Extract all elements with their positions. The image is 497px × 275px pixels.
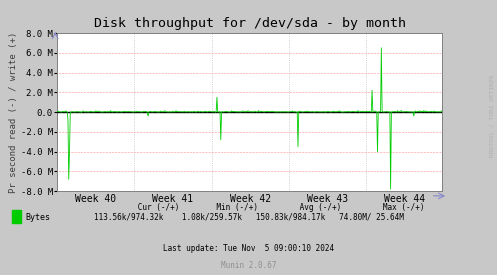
Text: RRDTOOL / TOBI OETIKER: RRDTOOL / TOBI OETIKER (490, 74, 495, 157)
Text: 113.56k/974.32k    1.08k/259.57k   150.83k/984.17k   74.80M/ 25.64M: 113.56k/974.32k 1.08k/259.57k 150.83k/98… (93, 213, 404, 222)
Y-axis label: Pr second read (-) / write (+): Pr second read (-) / write (+) (9, 31, 18, 193)
Text: Munin 2.0.67: Munin 2.0.67 (221, 260, 276, 270)
Title: Disk throughput for /dev/sda - by month: Disk throughput for /dev/sda - by month (94, 17, 406, 31)
Text: Last update: Tue Nov  5 09:00:10 2024: Last update: Tue Nov 5 09:00:10 2024 (163, 244, 334, 253)
Text: Bytes: Bytes (26, 213, 51, 222)
Text: Cur (-/+)        Min (-/+)         Avg (-/+)         Max (-/+): Cur (-/+) Min (-/+) Avg (-/+) Max (-/+) (73, 203, 424, 212)
